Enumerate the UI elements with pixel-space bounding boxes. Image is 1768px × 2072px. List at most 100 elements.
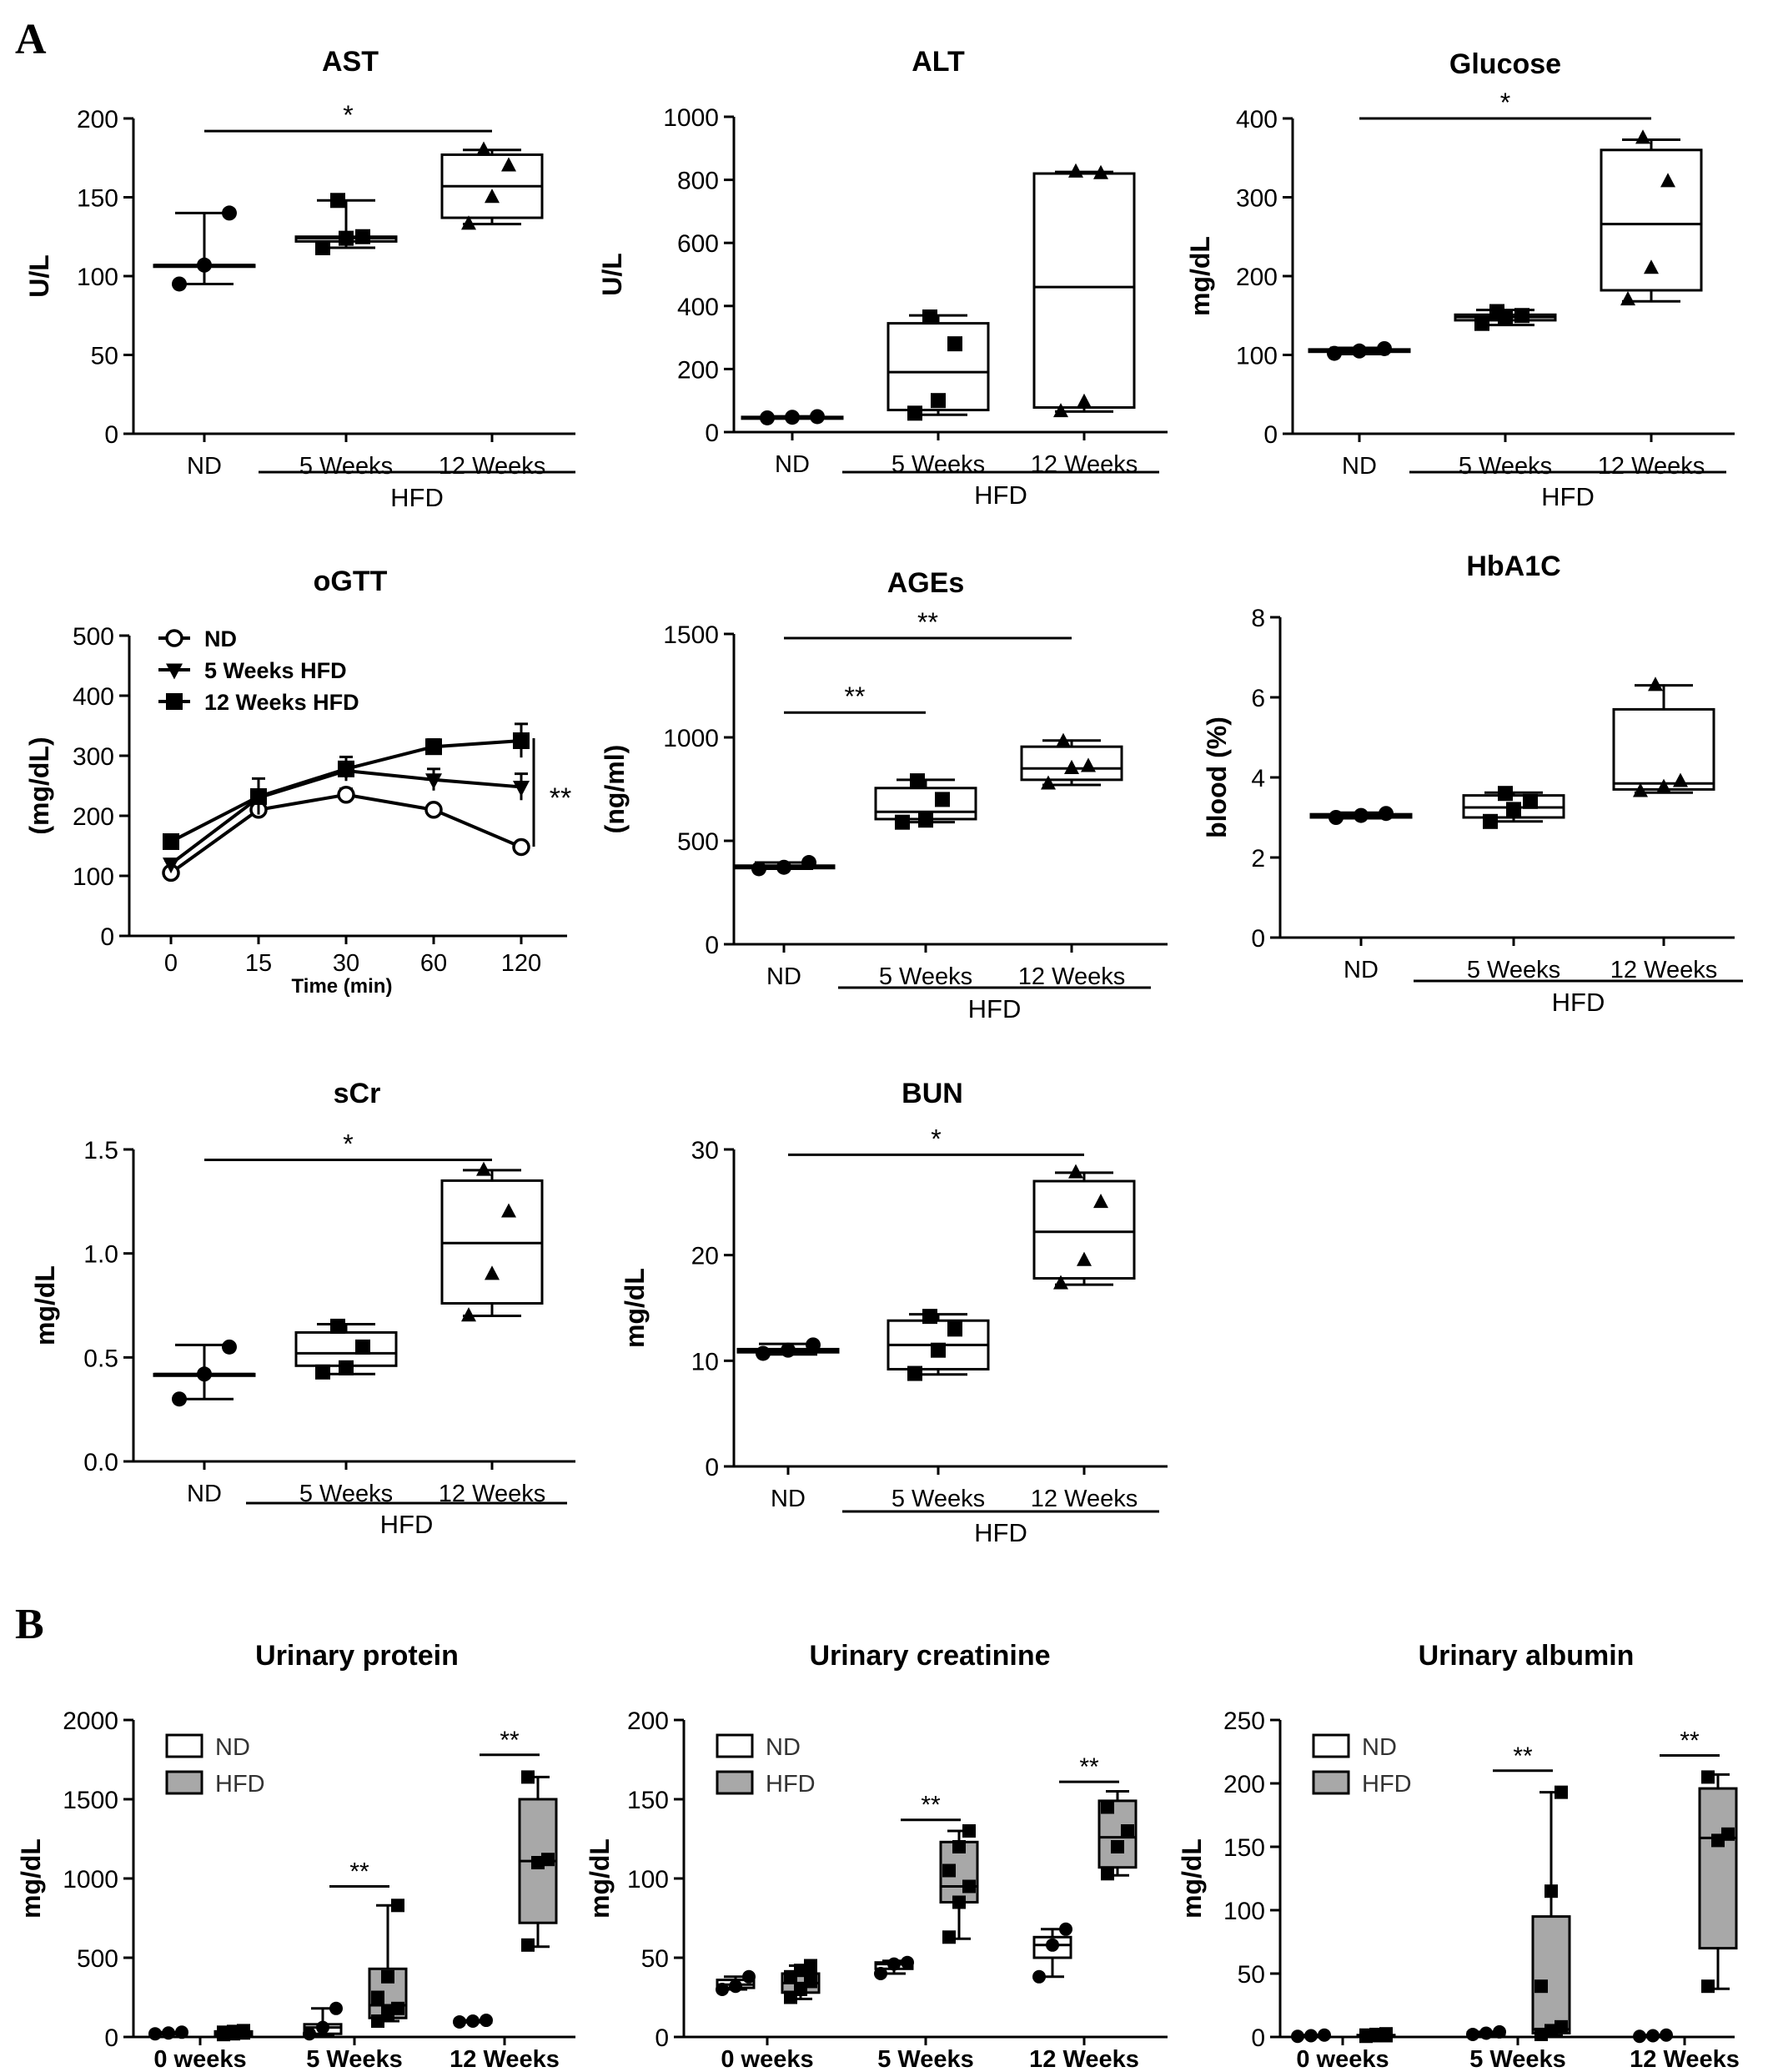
- data-point: [952, 1895, 966, 1909]
- box-nd-1: [874, 1955, 914, 1980]
- data-point: [1633, 782, 1648, 797]
- data-point: [1646, 2029, 1660, 2043]
- y-tick-label: 100: [77, 264, 118, 291]
- data-point: [424, 801, 443, 819]
- y-tick-label: 200: [677, 356, 719, 384]
- iqr-box: [1032, 172, 1136, 410]
- data-point: [1064, 759, 1079, 774]
- data-point: [461, 1307, 476, 1322]
- box-nd: [736, 1337, 840, 1361]
- box-5-weeks: [294, 193, 398, 255]
- data-point: [806, 1337, 821, 1353]
- box-5-weeks: [1454, 304, 1557, 331]
- x-tick-label: 0 weeks: [721, 2046, 813, 2072]
- chart-title: Urinary albumin: [1419, 1640, 1635, 1672]
- y-tick-label: 6: [1251, 685, 1265, 712]
- y-tick-label: 10: [691, 1348, 719, 1375]
- box-nd: [1308, 340, 1411, 361]
- data-point: [1352, 343, 1367, 359]
- data-point: [1506, 802, 1521, 817]
- y-axis-label: mg/dL: [620, 1268, 650, 1348]
- y-tick-label: 0: [100, 923, 114, 951]
- data-point: [729, 1979, 742, 1994]
- data-point: [476, 1161, 491, 1176]
- y-tick-label: 50: [91, 343, 118, 370]
- significance-label: *: [343, 100, 353, 130]
- data-point: [1633, 2029, 1646, 2044]
- x-tick-label: 30: [333, 950, 359, 977]
- box-nd-2: [1633, 2028, 1673, 2044]
- data-point: [1479, 2026, 1493, 2040]
- y-tick-label: 400: [677, 294, 719, 321]
- series-line: [169, 768, 522, 866]
- y-tick-label: 100: [73, 863, 114, 891]
- chart-title: sCr: [334, 1078, 381, 1109]
- data-point: [918, 812, 933, 828]
- data-point: [781, 1342, 796, 1358]
- y-tick-label: 200: [77, 106, 118, 133]
- data-point: [1032, 1969, 1046, 1984]
- legend-marker: [166, 693, 183, 710]
- box-5-weeks: [294, 1318, 398, 1380]
- data-point: [316, 2020, 329, 2034]
- significance-label: **: [1079, 1753, 1099, 1781]
- data-point: [222, 205, 237, 221]
- y-tick-label: 500: [73, 623, 114, 651]
- box-12-weeks: [1020, 732, 1123, 790]
- x-tick-label: ND: [1342, 453, 1377, 480]
- data-point: [931, 1342, 946, 1358]
- box-hfd-0: [1356, 2027, 1396, 2044]
- significance-label: **: [349, 1858, 369, 1886]
- data-point: [922, 309, 937, 325]
- y-tick-label: 100: [1223, 1898, 1265, 1925]
- data-point: [1329, 810, 1344, 825]
- data-point: [425, 773, 442, 790]
- data-point: [804, 1974, 817, 1989]
- data-point: [381, 1969, 394, 1984]
- data-point: [485, 1265, 500, 1280]
- data-point: [1474, 315, 1489, 331]
- box-nd: [153, 205, 256, 292]
- data-point: [1354, 807, 1369, 823]
- data-point: [1101, 1800, 1114, 1814]
- significance-label: **: [845, 681, 866, 712]
- data-point: [874, 1967, 887, 1980]
- x-tick-label: 12 Weeks: [1630, 2046, 1740, 2072]
- y-tick-label: 1000: [663, 104, 719, 132]
- y-tick-label: 0.5: [83, 1345, 118, 1372]
- data-point: [1081, 757, 1096, 772]
- y-tick-label: 500: [77, 1945, 118, 1973]
- chart-title: ALT: [912, 46, 965, 78]
- chart-alt: ALT 0 200 400 600 800 1000 U/L ND 5 Weeks 12 Weeks…: [597, 46, 1168, 510]
- y-tick-label: 800: [677, 168, 719, 195]
- iqr-box: [294, 1330, 398, 1367]
- data-point: [1327, 345, 1342, 361]
- data-point: [1656, 778, 1671, 793]
- significance-label: *: [931, 1124, 941, 1154]
- data-point: [1466, 2027, 1479, 2041]
- y-tick-label: 2000: [63, 1707, 118, 1735]
- data-point: [222, 1339, 237, 1355]
- data-point: [1059, 1922, 1072, 1936]
- data-point: [1056, 732, 1071, 747]
- data-point: [1534, 1979, 1548, 1994]
- significance-label: **: [550, 782, 571, 814]
- x-tick-label: ND: [1344, 957, 1379, 983]
- data-point: [1318, 2028, 1331, 2042]
- box-hfd-1: [1531, 1785, 1571, 2041]
- data-point: [315, 239, 330, 255]
- box-nd-1: [1466, 2024, 1506, 2041]
- y-tick-label: 30: [691, 1137, 719, 1164]
- data-point: [513, 780, 530, 797]
- box-nd-0: [148, 2025, 188, 2041]
- legend-label: 5 Weeks HFD: [204, 658, 347, 683]
- box-5-weeks: [887, 1309, 990, 1381]
- chart-title: AGEs: [887, 567, 965, 599]
- x-tick-label: 12 Weeks: [439, 453, 545, 480]
- data-point: [501, 1203, 516, 1218]
- data-point: [339, 1360, 354, 1375]
- x-tick-label: 5 Weeks: [892, 451, 985, 478]
- data-point: [1121, 1824, 1134, 1838]
